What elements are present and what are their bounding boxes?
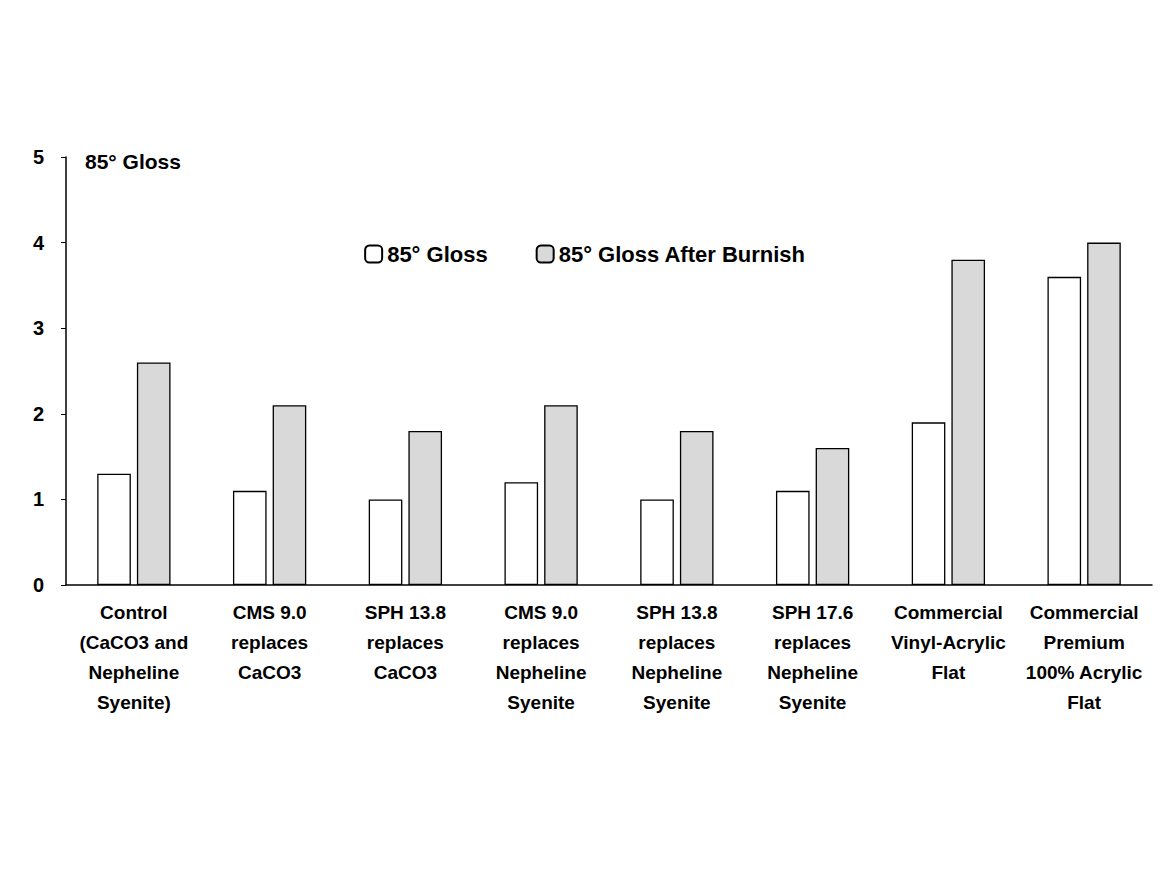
svg-text:Premium: Premium (1043, 632, 1124, 653)
svg-text:85° Gloss After Burnish: 85° Gloss After Burnish (559, 242, 805, 267)
svg-text:Nepheline: Nepheline (496, 662, 587, 683)
svg-text:Flat: Flat (931, 662, 965, 683)
svg-text:replaces: replaces (367, 632, 444, 653)
svg-text:SPH 17.6: SPH 17.6 (772, 602, 853, 623)
svg-text:85° Gloss: 85° Gloss (387, 242, 488, 267)
svg-text:CMS 9.0: CMS 9.0 (504, 602, 578, 623)
svg-text:Nepheline: Nepheline (631, 662, 722, 683)
svg-text:100% Acrylic: 100% Acrylic (1026, 662, 1143, 683)
svg-text:2: 2 (33, 403, 44, 425)
svg-text:SPH 13.8: SPH 13.8 (365, 602, 446, 623)
svg-text:4: 4 (33, 232, 45, 254)
svg-text:replaces: replaces (774, 632, 851, 653)
svg-text:0: 0 (33, 574, 44, 596)
svg-text:Nepheline: Nepheline (88, 662, 179, 683)
svg-text:Syenite): Syenite) (97, 692, 171, 713)
svg-text:5: 5 (33, 146, 44, 168)
svg-text:replaces: replaces (638, 632, 715, 653)
svg-text:Nepheline: Nepheline (767, 662, 858, 683)
svg-text:1: 1 (33, 488, 44, 510)
svg-text:(CaCO3 and: (CaCO3 and (80, 632, 189, 653)
svg-text:Syenite: Syenite (643, 692, 711, 713)
svg-text:replaces: replaces (231, 632, 308, 653)
svg-text:3: 3 (33, 317, 44, 339)
svg-text:SPH 13.8: SPH 13.8 (636, 602, 717, 623)
svg-text:Commercial: Commercial (1030, 602, 1139, 623)
svg-text:CaCO3: CaCO3 (374, 662, 437, 683)
svg-text:CMS 9.0: CMS 9.0 (233, 602, 307, 623)
svg-text:replaces: replaces (503, 632, 580, 653)
svg-text:85° Gloss: 85° Gloss (85, 150, 181, 173)
svg-text:Syenite: Syenite (507, 692, 575, 713)
svg-text:Flat: Flat (1067, 692, 1101, 713)
svg-text:Control: Control (100, 602, 168, 623)
svg-text:Vinyl-Acrylic: Vinyl-Acrylic (891, 632, 1006, 653)
svg-text:CaCO3: CaCO3 (238, 662, 301, 683)
svg-text:Syenite: Syenite (779, 692, 847, 713)
svg-text:Commercial: Commercial (894, 602, 1003, 623)
